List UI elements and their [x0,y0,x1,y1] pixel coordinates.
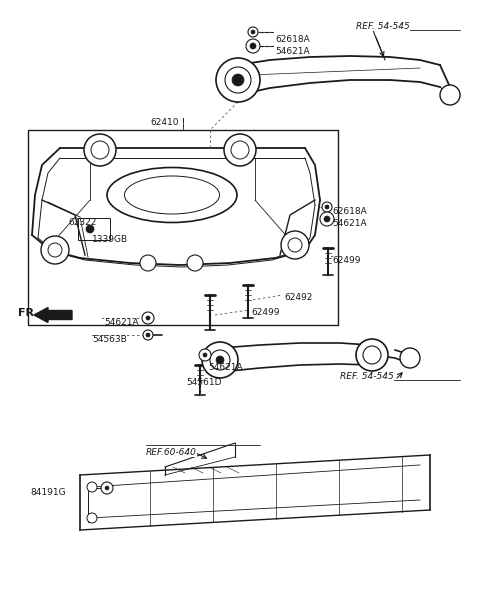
Circle shape [288,238,302,252]
Bar [28,130,338,325]
Text: 62618A: 62618A [275,35,310,44]
Text: 62410: 62410 [150,118,179,127]
Circle shape [202,342,238,378]
Circle shape [246,39,260,53]
Circle shape [325,205,329,209]
Circle shape [101,482,113,494]
Circle shape [146,316,150,320]
Bar [78,218,110,240]
Text: 54621A: 54621A [275,47,310,56]
Text: 62618A: 62618A [332,207,367,216]
Circle shape [250,43,256,49]
Text: 62499: 62499 [251,308,279,317]
Circle shape [231,141,249,159]
Circle shape [87,482,97,492]
Circle shape [320,212,334,226]
Circle shape [248,27,258,37]
Circle shape [225,67,251,93]
Text: 54621A: 54621A [332,219,367,228]
Text: 84191G: 84191G [30,488,66,497]
Circle shape [356,339,388,371]
Text: 54621A: 54621A [104,318,139,327]
Circle shape [281,231,309,259]
Text: 54561D: 54561D [186,378,221,387]
Circle shape [251,30,255,34]
Ellipse shape [107,167,237,222]
Circle shape [187,255,203,271]
Text: 54563B: 54563B [92,335,127,344]
Circle shape [86,225,94,233]
Circle shape [143,330,153,340]
Circle shape [363,346,381,364]
Circle shape [216,356,224,364]
Circle shape [440,85,460,105]
Text: REF. 54-545: REF. 54-545 [356,22,410,31]
Circle shape [41,236,69,264]
Circle shape [216,58,260,102]
Circle shape [87,513,97,523]
Circle shape [199,349,211,361]
Text: REF. 54-545: REF. 54-545 [340,372,394,381]
Text: 62322: 62322 [68,218,96,227]
Circle shape [48,243,62,257]
Circle shape [140,255,156,271]
Circle shape [203,353,207,357]
Ellipse shape [124,176,219,214]
Circle shape [146,333,150,337]
Circle shape [324,216,330,222]
Circle shape [322,202,332,212]
Text: 62499: 62499 [332,256,360,265]
Circle shape [105,486,109,490]
Text: FR.: FR. [18,308,38,318]
Circle shape [91,141,109,159]
Circle shape [142,312,154,324]
Text: 62492: 62492 [284,293,312,302]
Circle shape [224,134,256,166]
Text: 1339GB: 1339GB [92,235,128,244]
Circle shape [400,348,420,368]
Circle shape [84,134,116,166]
FancyArrow shape [34,308,72,323]
Text: 54621A: 54621A [208,363,242,372]
Text: REF.60-640: REF.60-640 [146,448,197,457]
Circle shape [232,74,244,86]
Circle shape [210,350,230,370]
